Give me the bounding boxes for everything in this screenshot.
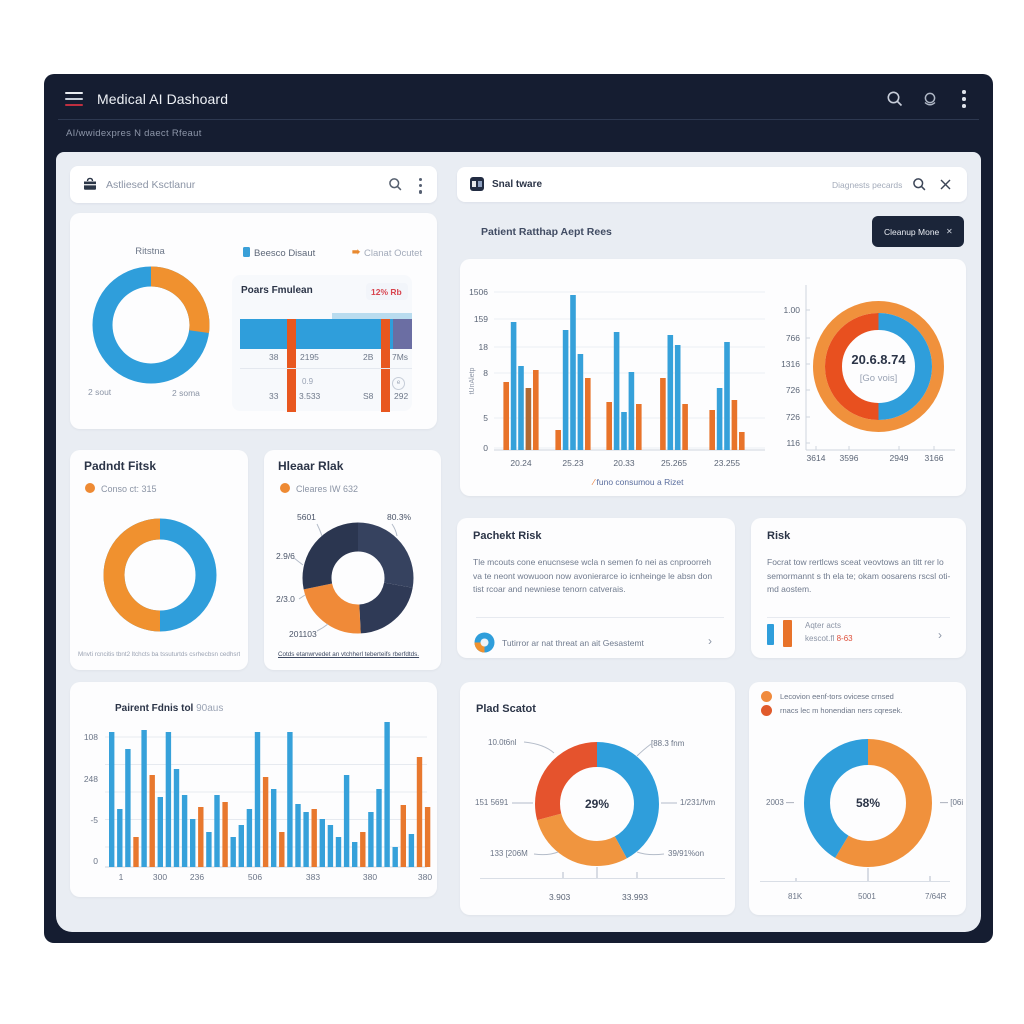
svg-text:1: 1 bbox=[119, 872, 124, 882]
svg-text:3614: 3614 bbox=[807, 453, 826, 463]
svg-text:1506: 1506 bbox=[469, 287, 488, 297]
svg-text:1.00: 1.00 bbox=[783, 305, 800, 315]
svg-text:⁄: ⁄ bbox=[591, 477, 596, 487]
svg-text:funo consumou a Rizet: funo consumou a Rizet bbox=[597, 477, 685, 487]
svg-text:0: 0 bbox=[93, 856, 98, 866]
svg-text:766: 766 bbox=[786, 333, 800, 343]
svg-text:159: 159 bbox=[474, 314, 488, 324]
svg-text:3166: 3166 bbox=[925, 453, 944, 463]
svg-text:380: 380 bbox=[363, 872, 377, 882]
svg-text:25.23: 25.23 bbox=[562, 458, 584, 468]
svg-text:380: 380 bbox=[418, 872, 432, 882]
svg-text:18: 18 bbox=[479, 342, 489, 352]
svg-text:236: 236 bbox=[190, 872, 204, 882]
svg-text:248: 248 bbox=[84, 774, 98, 784]
svg-text:383: 383 bbox=[306, 872, 320, 882]
svg-text:108: 108 bbox=[84, 732, 98, 742]
svg-text:2949: 2949 bbox=[890, 453, 909, 463]
svg-text:506: 506 bbox=[248, 872, 262, 882]
svg-text:20.33: 20.33 bbox=[613, 458, 635, 468]
svg-text:5: 5 bbox=[483, 413, 488, 423]
svg-text:300: 300 bbox=[153, 872, 167, 882]
svg-text:25.265: 25.265 bbox=[661, 458, 687, 468]
svg-text:726: 726 bbox=[786, 412, 800, 422]
svg-text:23.255: 23.255 bbox=[714, 458, 740, 468]
svg-text:1316: 1316 bbox=[781, 359, 800, 369]
svg-text:tUnAletp: tUnAletp bbox=[469, 367, 476, 394]
svg-text:116: 116 bbox=[786, 438, 800, 448]
svg-text:20.24: 20.24 bbox=[510, 458, 532, 468]
svg-text:726: 726 bbox=[786, 385, 800, 395]
svg-text:0: 0 bbox=[483, 443, 488, 453]
svg-text:3596: 3596 bbox=[840, 453, 859, 463]
svg-text:-5: -5 bbox=[90, 815, 98, 825]
svg-text:8: 8 bbox=[483, 368, 488, 378]
